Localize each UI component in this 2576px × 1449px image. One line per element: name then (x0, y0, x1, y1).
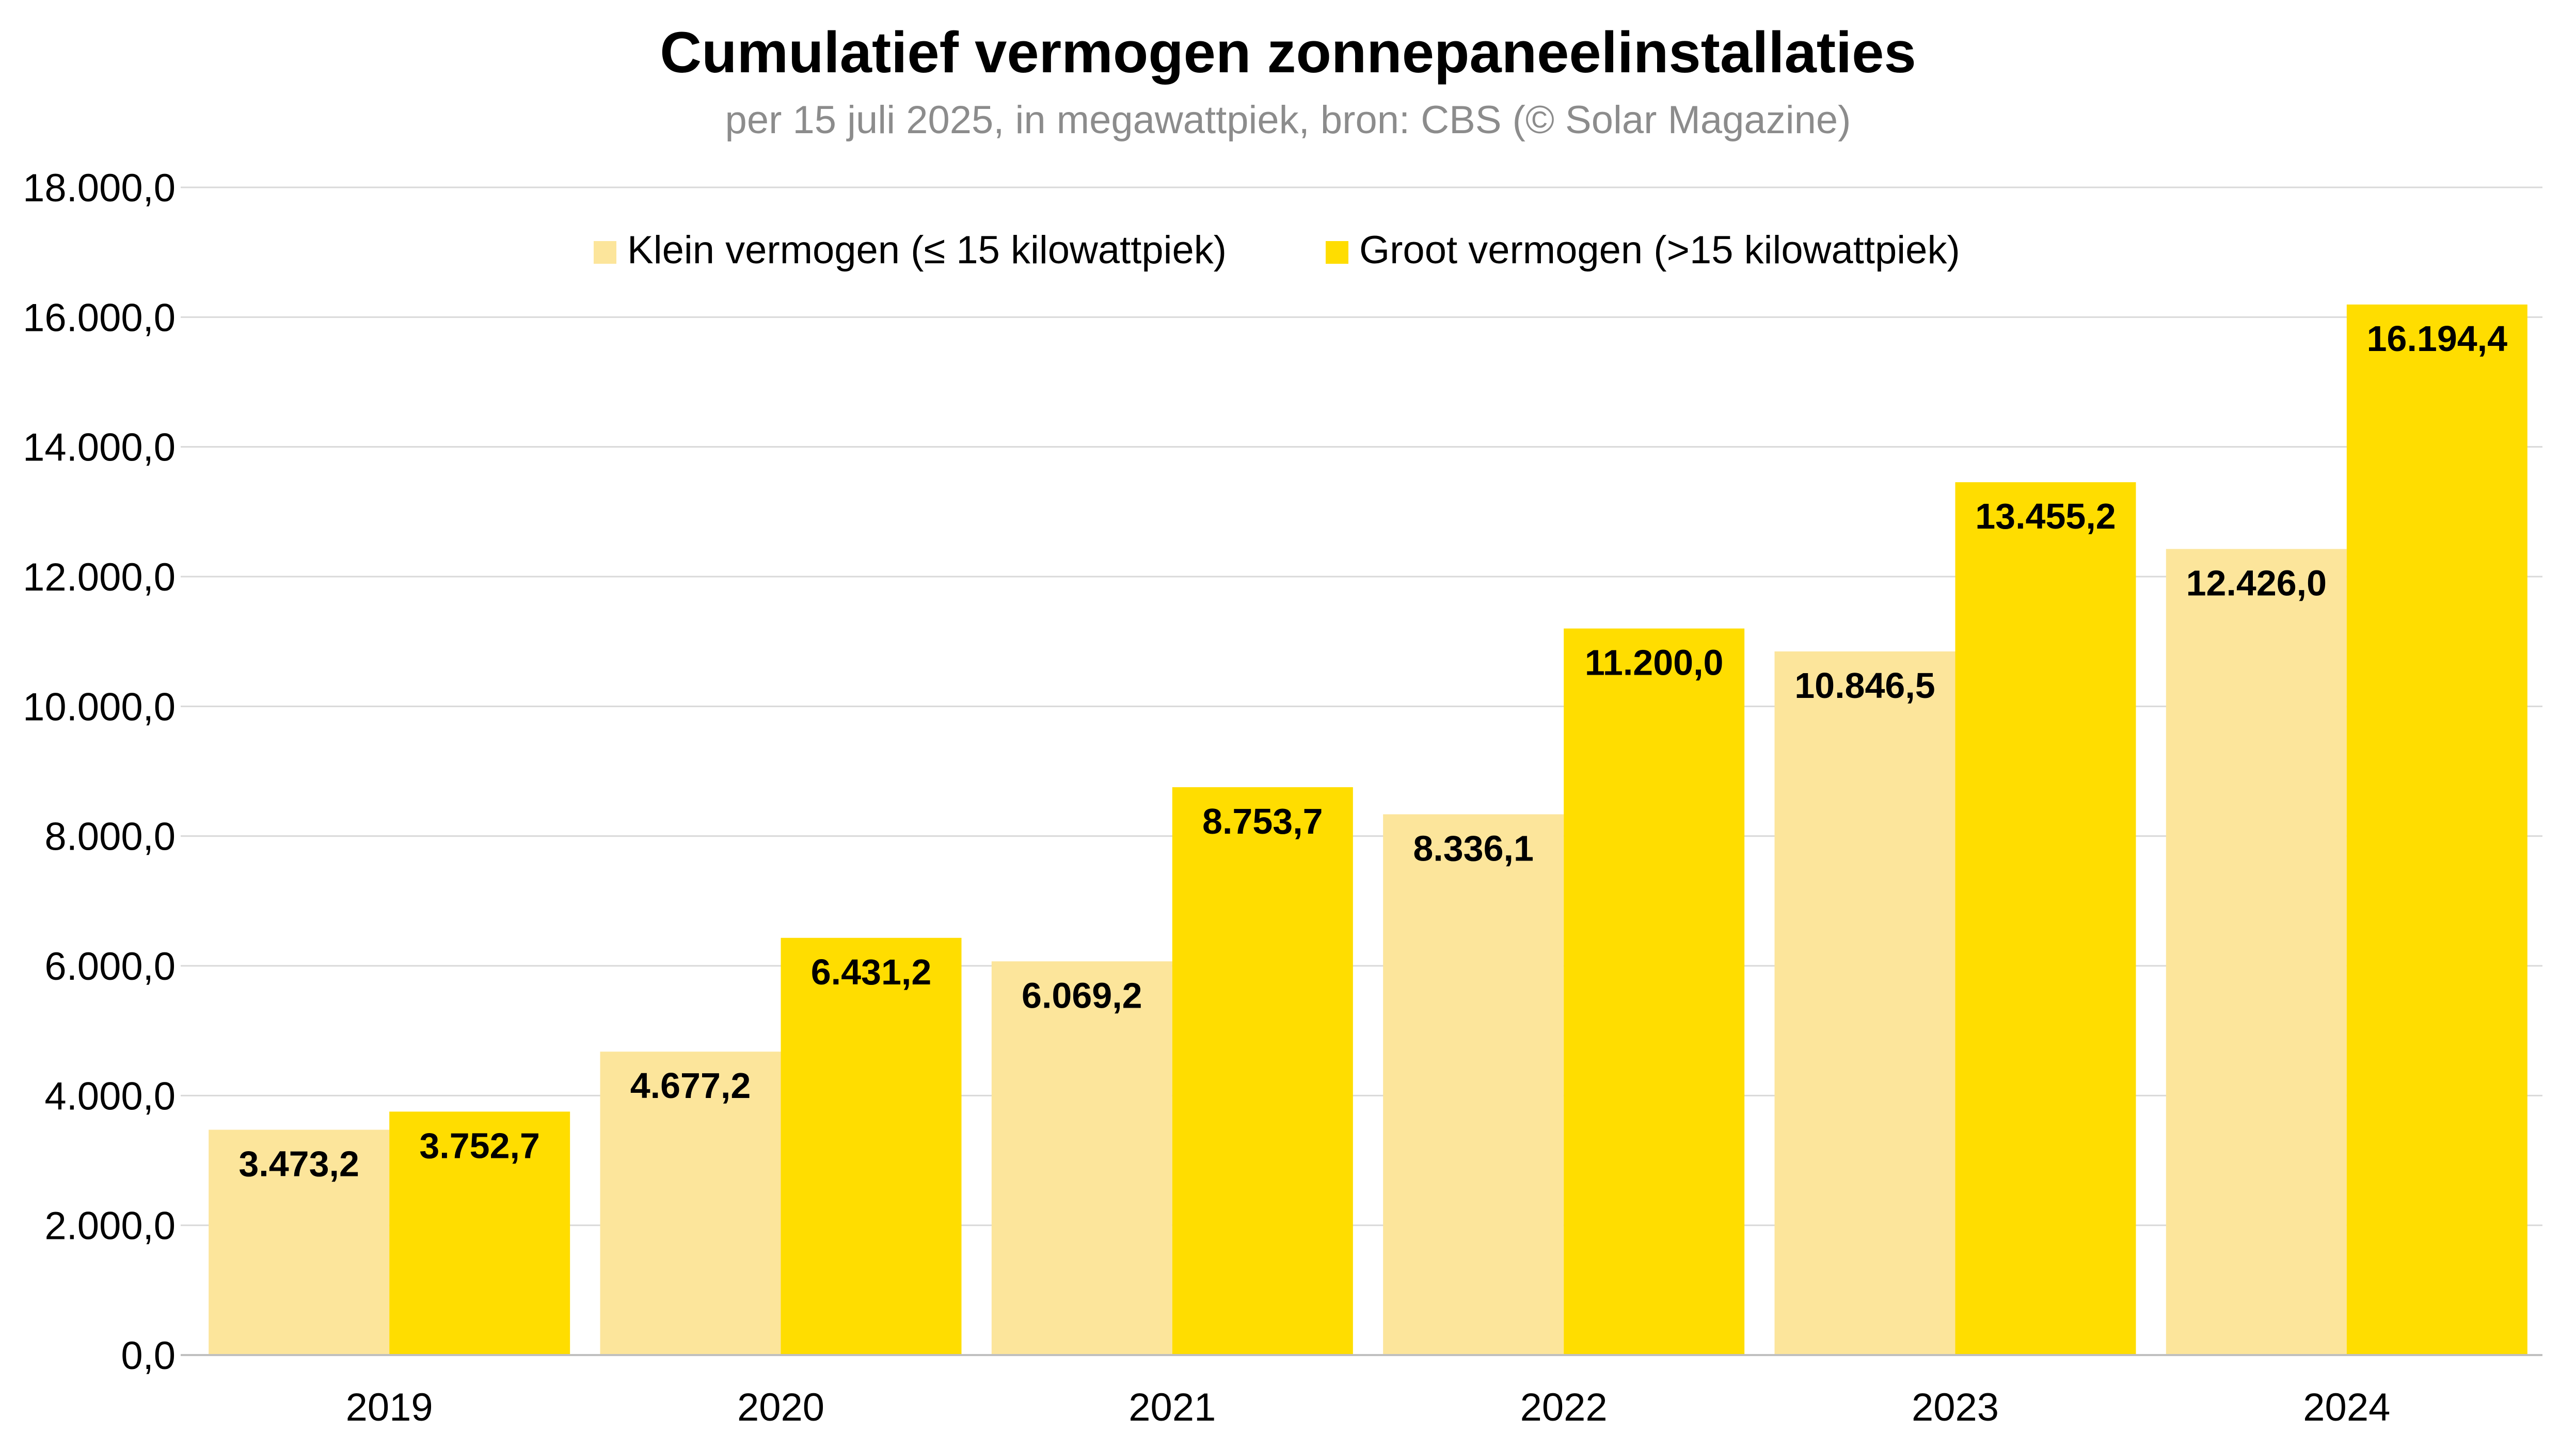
gridlines (181, 186, 2542, 1227)
bar-2022-groot (1564, 628, 1745, 1355)
bar-2020-klein (600, 1052, 781, 1355)
y-tick-label: 16.000,0 (23, 296, 176, 340)
bar-2024-groot (2346, 304, 2527, 1355)
y-tick-label: 4.000,0 (44, 1074, 176, 1118)
data-label: 10.846,5 (1794, 665, 1935, 706)
data-label: 6.431,2 (811, 952, 932, 992)
legend-label-klein: Klein vermogen (≤ 15 kilowattpiek) (627, 228, 1227, 272)
bar-2021-klein (991, 961, 1172, 1355)
x-tick-label: 2019 (346, 1386, 433, 1429)
y-tick-label: 12.000,0 (23, 555, 176, 599)
y-tick-label: 6.000,0 (44, 945, 176, 989)
data-label: 8.753,7 (1202, 801, 1323, 841)
data-label: 3.752,7 (419, 1125, 540, 1166)
bar-2020-groot (781, 937, 962, 1355)
bar-2023-groot (1955, 482, 2136, 1355)
data-label: 3.473,2 (238, 1144, 359, 1184)
bar-2019-groot (389, 1111, 570, 1355)
bar-2024-klein (2166, 549, 2347, 1355)
legend-swatch-klein (594, 241, 616, 264)
y-axis-ticks: 0,0 2.000,0 4.000,0 6.000,0 8.000,0 10.000,0 1… (23, 166, 176, 1378)
data-label: 11.200,0 (1585, 643, 1724, 683)
data-label: 4.677,2 (630, 1065, 751, 1106)
legend: Klein vermogen (≤ 15 kilowattpiek) Groot… (594, 228, 1960, 272)
x-tick-label: 2024 (2303, 1386, 2390, 1429)
legend-swatch-groot (1326, 241, 1348, 264)
bar-2023-klein (1774, 651, 1955, 1355)
y-tick-label: 8.000,0 (44, 815, 176, 859)
data-labels: 3.473,2 3.752,7 4.677,2 6.431,2 6.069,2 8.753… (238, 319, 2507, 1184)
y-tick-label: 14.000,0 (23, 426, 176, 470)
x-tick-label: 2020 (737, 1386, 824, 1429)
chart-subtitle: per 15 juli 2025, in megawattpiek, bron:… (725, 98, 1851, 142)
chart-title: Cumulatief vermogen zonnepaneelinstallat… (660, 20, 1916, 85)
bar-2021-groot (1172, 787, 1353, 1355)
legend-label-groot: Groot vermogen (>15 kilowattpiek) (1359, 228, 1960, 272)
data-label: 13.455,2 (1975, 496, 2116, 536)
data-label: 6.069,2 (1022, 975, 1142, 1015)
x-tick-label: 2022 (1520, 1386, 1608, 1429)
bar-2019-klein (209, 1129, 390, 1355)
y-tick-label: 10.000,0 (23, 685, 176, 729)
y-tick-label: 0,0 (121, 1334, 176, 1378)
bars (209, 304, 2527, 1355)
bar-2022-klein (1383, 814, 1564, 1355)
y-tick-label: 18.000,0 (23, 166, 176, 210)
data-label: 8.336,1 (1413, 828, 1534, 868)
data-label: 16.194,4 (2367, 319, 2508, 359)
data-label: 12.426,0 (2186, 563, 2327, 603)
x-axis-ticks: 2019 2020 2021 2022 2023 2024 (346, 1386, 2391, 1429)
x-tick-label: 2023 (1912, 1386, 1999, 1429)
x-tick-label: 2021 (1128, 1386, 1216, 1429)
y-tick-label: 2.000,0 (44, 1204, 176, 1248)
